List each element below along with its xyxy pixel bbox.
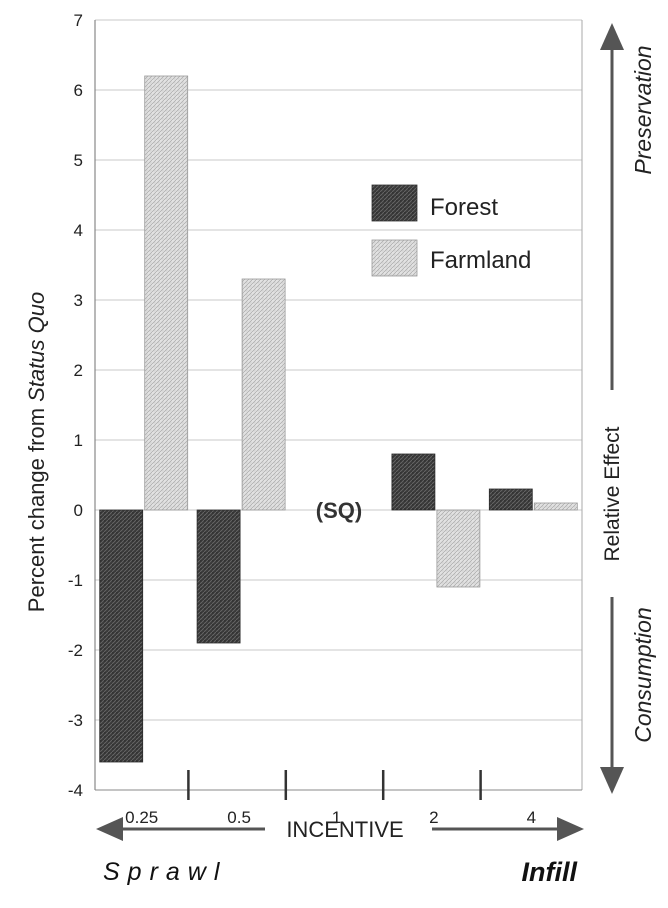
x-tick-label: 4 — [527, 808, 536, 827]
legend: Forest Farmland — [371, 184, 531, 277]
y-tick-label: 0 — [74, 501, 83, 520]
bar-farmland-0.25 — [144, 75, 189, 511]
y-axis-label: Percent change from Status Quo — [24, 292, 49, 612]
bars — [99, 75, 578, 763]
legend-label-forest: Forest — [430, 194, 498, 221]
y-tick-label: 6 — [74, 81, 83, 100]
incentive-axis: INCENTIVE Sprawl Infill — [96, 817, 584, 887]
x-axis-label: INCENTIVE — [286, 817, 403, 842]
infill-label: Infill — [522, 857, 578, 887]
legend-swatch-farmland — [371, 239, 418, 277]
bar-forest-2 — [391, 453, 436, 511]
y-tick-label: -3 — [68, 711, 83, 730]
sprawl-label: Sprawl — [103, 858, 227, 886]
y-tick-label: 2 — [74, 361, 83, 380]
y-tick-label: 4 — [74, 221, 83, 240]
x-category-separators — [187, 770, 482, 800]
bar-forest-4 — [488, 488, 533, 511]
bar-farmland-0.5 — [241, 278, 286, 511]
y-tick-label: -2 — [68, 641, 83, 660]
x-tick-label: 1 — [332, 808, 341, 827]
x-tick-label: 0.5 — [227, 808, 251, 827]
y-tick-label: 3 — [74, 291, 83, 310]
legend-label-farmland: Farmland — [430, 247, 531, 274]
y-tick-label: 5 — [74, 151, 83, 170]
preservation-label: Preservation — [630, 45, 656, 174]
bar-farmland-2 — [436, 509, 481, 588]
y-tick-label: -4 — [68, 781, 83, 800]
status-quo-label: (SQ) — [316, 498, 362, 523]
relative-effect-axis: Relative Effect Preservation Consumption — [600, 23, 656, 794]
y-tick-labels: 7 6 5 4 3 2 1 0 -1 -2 -3 -4 — [68, 11, 83, 800]
y-tick-label: -1 — [68, 571, 83, 590]
x-tick-labels: 0.25 0.5 1 2 4 — [125, 808, 536, 827]
relative-effect-label: Relative Effect — [601, 426, 624, 561]
bar-forest-0.5 — [196, 509, 241, 644]
legend-swatch-forest — [371, 184, 418, 222]
x-tick-label: 2 — [429, 808, 438, 827]
y-tick-label: 1 — [74, 431, 83, 450]
bar-forest-0.25 — [99, 509, 144, 763]
bar-farmland-4 — [533, 502, 578, 511]
x-tick-label: 0.25 — [125, 808, 158, 827]
consumption-label: Consumption — [630, 607, 656, 743]
y-tick-label: 7 — [74, 11, 83, 30]
